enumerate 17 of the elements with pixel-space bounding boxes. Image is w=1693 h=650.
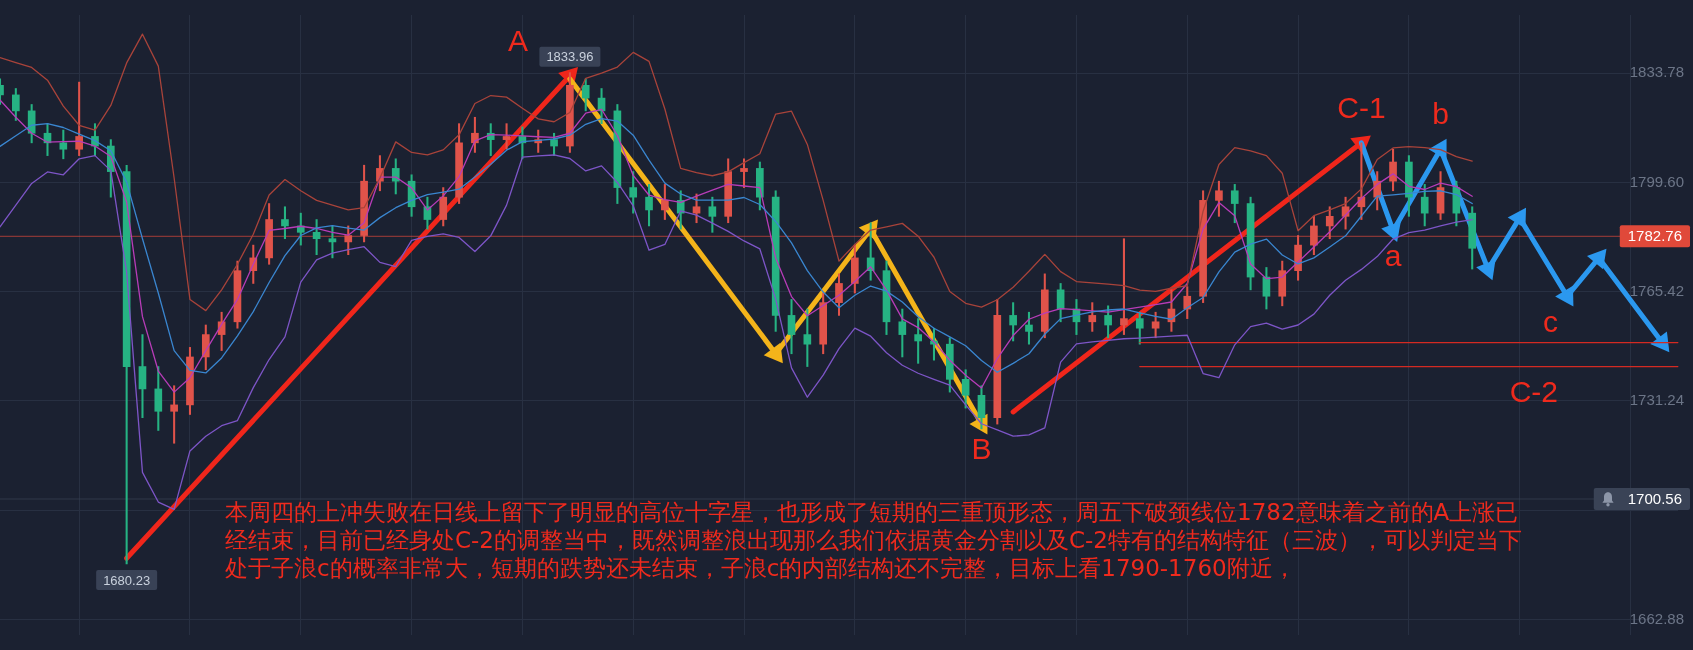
series-label: A — [507, 23, 528, 57]
ref-line-label: 1700.56 — [1627, 490, 1682, 508]
annotation: 1833.96 — [546, 49, 594, 65]
series-label: C-2 — [1509, 374, 1558, 408]
series-label: a — [1384, 238, 1402, 272]
annotation: 1680.23 — [103, 572, 151, 588]
y-tick-label: 1731.24 — [1629, 391, 1684, 409]
y-tick-label: 1662.88 — [1629, 609, 1684, 627]
ref-line-label: 1782.76 — [1627, 227, 1682, 245]
series-label: c — [1543, 304, 1558, 338]
series-label: C-1 — [1337, 91, 1386, 125]
series-label: B — [971, 432, 992, 466]
y-tick-label: 1799.60 — [1629, 172, 1684, 190]
series-label: b — [1432, 97, 1449, 131]
annotation: 本周四的上冲失败在日线上留下了明显的高位十字星，也形成了短期的三重顶形态，周五下破颈线位1782意味着之前的A上涨已经结束，目前已经身处C-2的调整当中，既然调整浪出现那么我们依据黄金分割以及C-2特有的结构特征（三波），可以判定当下处于子浪c的概率非常大，短期的跌势还未结束，子浪c的内部结构还不完整，目标上看1790-1760附近， — [225, 499, 1522, 582]
y-tick-label: 1765.42 — [1629, 281, 1684, 299]
y-tick-label: 1833.78 — [1629, 63, 1684, 81]
